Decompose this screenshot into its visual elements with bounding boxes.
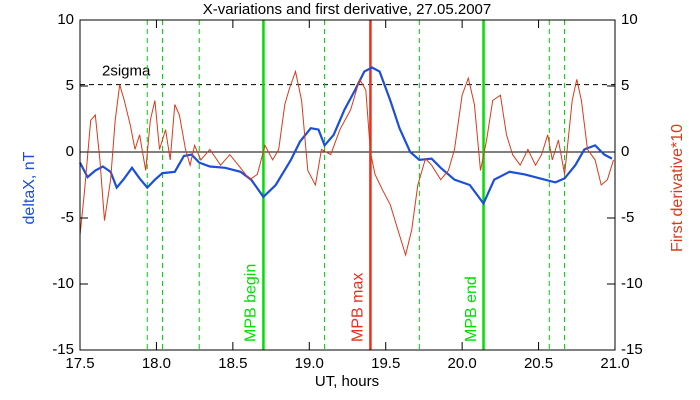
marker-label: MPB end bbox=[463, 276, 480, 342]
y-tick-label: -10 bbox=[52, 275, 74, 292]
y2-tick-label: -10 bbox=[621, 275, 643, 292]
x-tick-label: 17.5 bbox=[65, 355, 94, 372]
x-tick-label: 18.0 bbox=[142, 355, 171, 372]
y2-tick-label: -15 bbox=[621, 341, 643, 358]
chart-title: X-variations and first derivative, 27.05… bbox=[203, 1, 492, 18]
y-tick-label: -5 bbox=[61, 209, 74, 226]
plot-frame bbox=[79, 19, 616, 351]
y-tick-label: -15 bbox=[52, 341, 74, 358]
reference-label: 2sigma bbox=[102, 63, 151, 80]
x-tick-label: 19.5 bbox=[371, 355, 400, 372]
y2-tick-label: 10 bbox=[621, 11, 638, 28]
y2-tick-label: 5 bbox=[621, 77, 629, 94]
y-axis-label: deltaX, nT bbox=[21, 151, 38, 224]
data-line bbox=[79, 66, 613, 206]
x-tick-label: 18.5 bbox=[218, 355, 247, 372]
y2-axis-label: First derivative*10 bbox=[669, 124, 686, 252]
y2-tick-label: 0 bbox=[621, 143, 629, 160]
x-tick-label: 20.0 bbox=[448, 355, 477, 372]
x-tick-label: 21.0 bbox=[600, 355, 629, 372]
x-tick-label: 20.5 bbox=[524, 355, 553, 372]
marker-label: MPB begin bbox=[243, 264, 260, 342]
y-tick-label: 10 bbox=[57, 11, 74, 28]
y-tick-label: 0 bbox=[66, 143, 74, 160]
y2-tick-label: -5 bbox=[621, 209, 634, 226]
x-tick-label: 19.0 bbox=[295, 355, 324, 372]
x-axis-label: UT, hours bbox=[315, 373, 379, 390]
data-line bbox=[79, 69, 614, 257]
marker-label: MPB max bbox=[350, 273, 367, 342]
y-tick-label: 5 bbox=[66, 77, 74, 94]
